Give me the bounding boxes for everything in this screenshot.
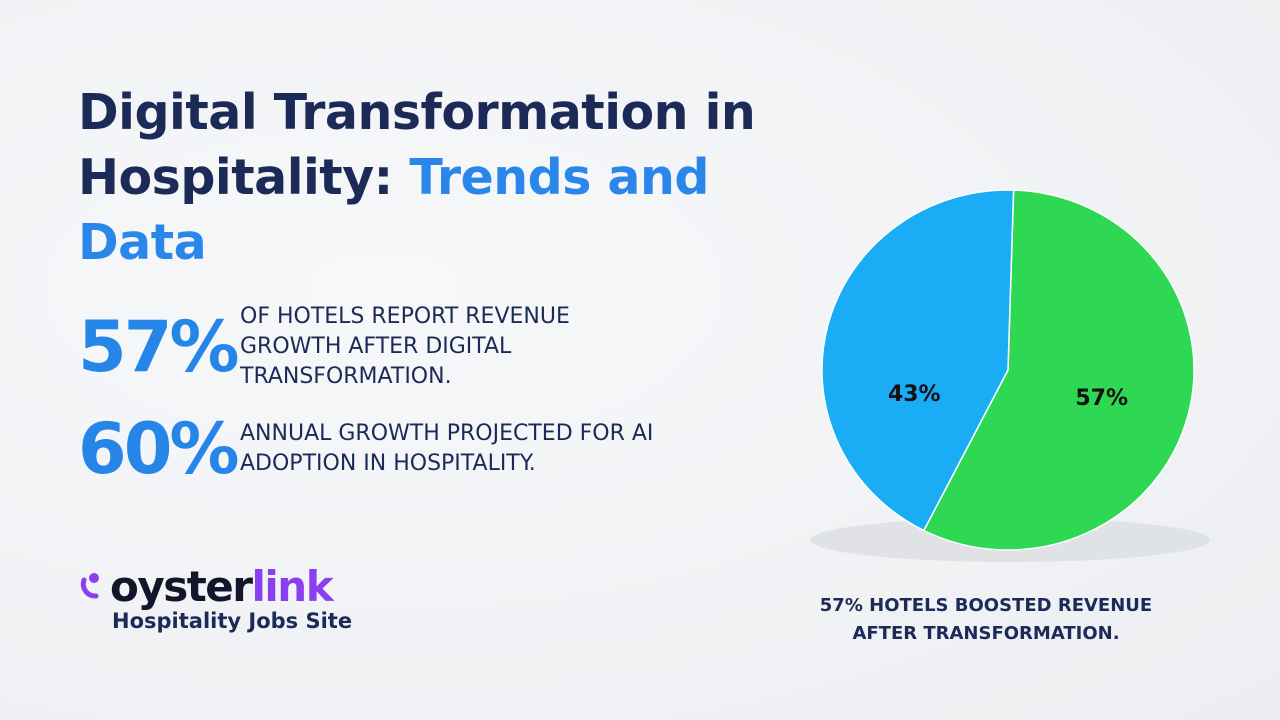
stat-figure: 57%: [78, 306, 240, 388]
stat-text: OF HOTELS REPORT REVENUE GROWTH AFTER DI…: [240, 304, 570, 389]
logo-icon: [80, 573, 99, 599]
pie-slice: [821, 189, 1015, 532]
slice-label: 57%: [1075, 386, 1128, 411]
logo: oysterlink Hospitality Jobs Site: [78, 562, 352, 633]
chart-caption: 57% HOTELS BOOSTED REVENUE AFTER TRANSFO…: [819, 595, 1153, 644]
logo-word-accent: link: [251, 562, 334, 611]
pie-slice: [922, 189, 1195, 551]
logo-word-dark: oyster: [110, 562, 253, 611]
stat: 60% ANNUAL GROWTH PROJECTED FOR AI ADOPT…: [78, 408, 670, 490]
logo-tagline: Hospitality Jobs Site: [112, 609, 353, 633]
slice-label: 43%: [888, 382, 941, 407]
logo-word: oysterlink: [110, 562, 352, 611]
title: Digital Transformation in Hospitality: T…: [78, 80, 798, 275]
stat-text: ANNUAL GROWTH PROJECTED FOR AI ADOPTION …: [240, 421, 654, 476]
stat: 57% OF HOTELS REPORT REVENUE GROWTH AFTE…: [78, 302, 670, 392]
title-accent: Trends and Data: [78, 149, 709, 271]
title-dark: Digital Transformation in Hospitality:: [78, 84, 756, 206]
stat-figure: 60%: [78, 408, 240, 490]
